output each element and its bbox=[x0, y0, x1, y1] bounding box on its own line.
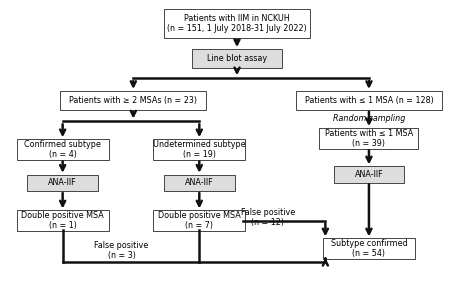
FancyBboxPatch shape bbox=[334, 166, 404, 183]
Text: Line blot assay: Line blot assay bbox=[207, 54, 267, 63]
FancyBboxPatch shape bbox=[17, 210, 109, 231]
Text: Double positive MSA
(n = 1): Double positive MSA (n = 1) bbox=[21, 211, 104, 230]
FancyBboxPatch shape bbox=[296, 91, 442, 110]
Text: Subtype confirmed
(n = 54): Subtype confirmed (n = 54) bbox=[330, 239, 407, 258]
Text: Random sampling: Random sampling bbox=[333, 114, 405, 123]
Text: Patients with IIM in NCKUH
(n = 151, 1 July 2018-31 July 2022): Patients with IIM in NCKUH (n = 151, 1 J… bbox=[167, 14, 307, 34]
FancyBboxPatch shape bbox=[27, 175, 98, 191]
FancyBboxPatch shape bbox=[164, 9, 310, 38]
Text: ANA-IIF: ANA-IIF bbox=[48, 179, 77, 187]
Text: False positive
(n = 12): False positive (n = 12) bbox=[240, 208, 295, 228]
Text: ANA-IIF: ANA-IIF bbox=[355, 170, 383, 179]
Text: False positive
(n = 3): False positive (n = 3) bbox=[94, 241, 149, 260]
FancyBboxPatch shape bbox=[164, 175, 235, 191]
Text: Patients with ≤ 1 MSA (n = 128): Patients with ≤ 1 MSA (n = 128) bbox=[305, 96, 433, 105]
FancyBboxPatch shape bbox=[192, 49, 282, 69]
Text: Double positive MSA
(n = 7): Double positive MSA (n = 7) bbox=[158, 211, 241, 230]
FancyBboxPatch shape bbox=[319, 128, 419, 149]
Text: Confirmed subtype
(n = 4): Confirmed subtype (n = 4) bbox=[24, 140, 101, 159]
Text: Undetermined subtype
(n = 19): Undetermined subtype (n = 19) bbox=[153, 140, 246, 159]
Text: Patients with ≥ 2 MSAs (n = 23): Patients with ≥ 2 MSAs (n = 23) bbox=[69, 96, 197, 105]
FancyBboxPatch shape bbox=[154, 139, 245, 160]
Text: ANA-IIF: ANA-IIF bbox=[185, 179, 214, 187]
Text: Patients with ≤ 1 MSA
(n = 39): Patients with ≤ 1 MSA (n = 39) bbox=[325, 129, 413, 148]
FancyBboxPatch shape bbox=[17, 139, 109, 160]
FancyBboxPatch shape bbox=[60, 91, 206, 110]
FancyBboxPatch shape bbox=[323, 238, 415, 259]
FancyBboxPatch shape bbox=[154, 210, 245, 231]
